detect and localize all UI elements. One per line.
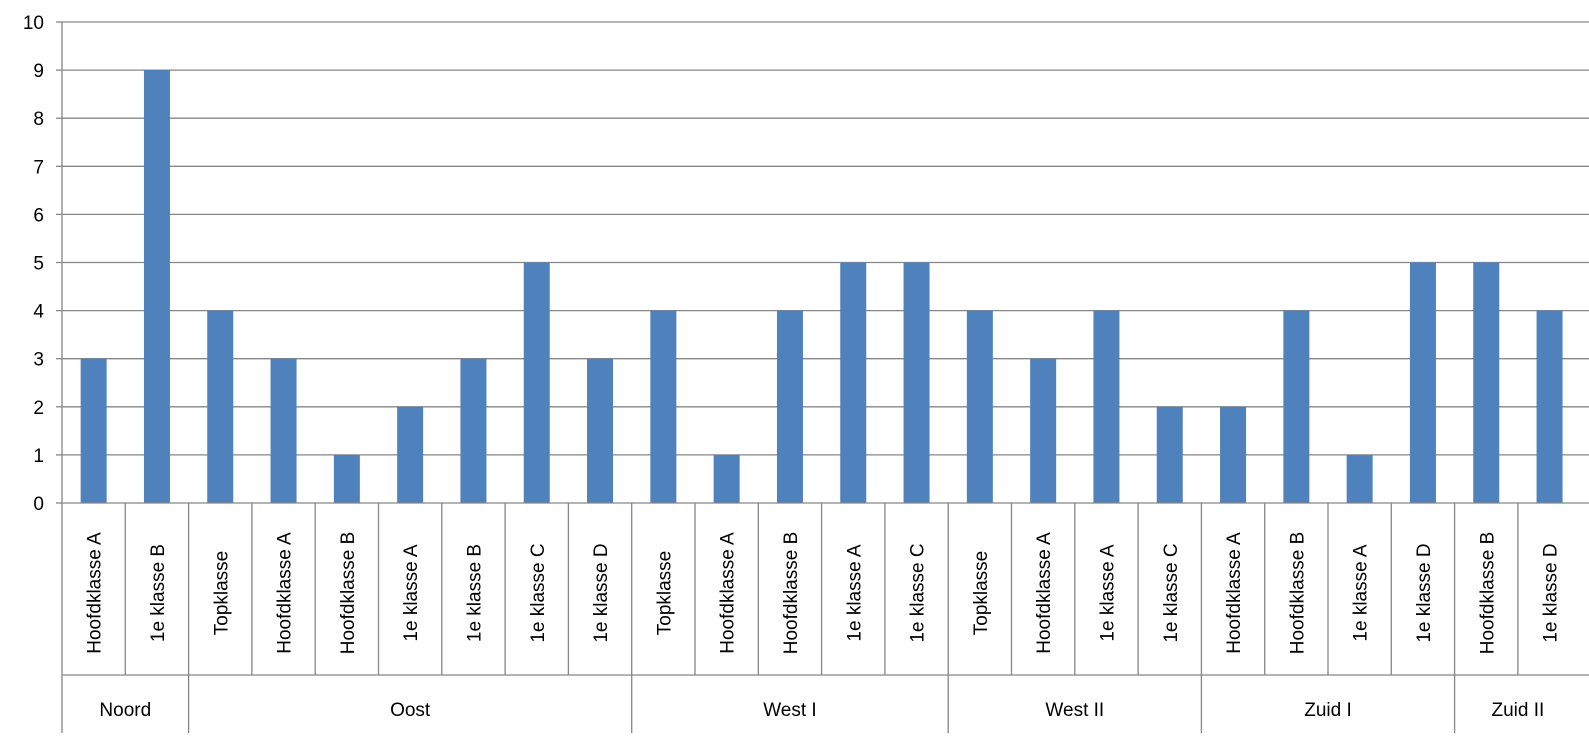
category-label: 1e klasse D (1414, 543, 1435, 642)
category-label: 1e klasse C (908, 543, 929, 642)
group-label: Noord (99, 700, 151, 721)
group-label: Zuid II (1491, 700, 1544, 721)
category-label: 1e klasse D (591, 543, 612, 642)
category-label: 1e klasse C (528, 543, 549, 642)
bar (840, 262, 867, 503)
labels: 0 1 2 3 4 5 6 7 8 9 10 Hoofdklasse A 1e klasse B Noor… (23, 13, 1562, 721)
bar (143, 70, 170, 503)
y-tick-label: 9 (33, 61, 44, 82)
category-label: Hoofdklasse B (1477, 532, 1498, 655)
bar (397, 406, 424, 503)
bar (460, 358, 487, 503)
y-tick-label: 6 (33, 205, 44, 226)
category-label: 1e klasse A (401, 544, 422, 641)
bar (903, 262, 930, 503)
bar (523, 262, 550, 503)
category-label: 1e klasse A (844, 544, 865, 641)
y-tick-label: 3 (33, 350, 44, 371)
bar (1030, 358, 1057, 503)
category-label: Hoofdklasse A (275, 532, 296, 654)
bar (776, 310, 803, 503)
category-label: Topklasse (211, 551, 232, 636)
category-label: Hoofdklasse A (718, 532, 739, 654)
bar (1283, 310, 1310, 503)
y-tick-label: 0 (33, 494, 44, 515)
category-label: Hoofdklasse A (1224, 532, 1245, 654)
y-tick-label: 8 (33, 109, 44, 130)
category-label: Topklasse (971, 551, 992, 636)
group-label: West I (763, 700, 817, 721)
y-tick-label: 2 (33, 398, 44, 419)
category-label: 1e klasse A (1097, 544, 1118, 641)
y-tick-label: 5 (33, 254, 44, 275)
bars (80, 70, 1563, 503)
bar (587, 358, 614, 503)
bar (1473, 262, 1500, 503)
bar (650, 310, 677, 503)
category-label: 1e klasse B (148, 544, 169, 642)
bar (80, 358, 107, 503)
bar (966, 310, 993, 503)
category-label: 1e klasse B (464, 544, 485, 642)
y-tick-label: 4 (33, 302, 44, 323)
axes (56, 21, 1589, 733)
bar (1156, 406, 1183, 503)
category-label: Hoofdklasse B (1287, 532, 1308, 655)
category-label: Hoofdklasse B (781, 532, 802, 655)
category-label: 1e klasse A (1351, 544, 1372, 641)
bar (1093, 310, 1120, 503)
gridlines (62, 21, 1589, 456)
bar (1220, 406, 1247, 503)
bar (207, 310, 234, 503)
bar (1346, 454, 1373, 503)
bar (713, 454, 740, 503)
category-label: Hoofdklasse A (85, 532, 106, 654)
bar (270, 358, 297, 503)
y-tick-label: 10 (23, 13, 44, 34)
group-label: Zuid I (1304, 700, 1352, 721)
category-label: Topklasse (654, 551, 675, 636)
y-tick-label: 7 (33, 157, 44, 178)
bar (1409, 262, 1436, 503)
category-label: Hoofdklasse A (1034, 532, 1055, 654)
bar (1536, 310, 1563, 503)
category-label: 1e klasse C (1161, 543, 1182, 642)
category-label: 1e klasse D (1541, 543, 1562, 642)
group-label: West II (1045, 700, 1104, 721)
group-label: Oost (390, 700, 431, 721)
category-label: Hoofdklasse B (338, 532, 359, 655)
y-tick-label: 1 (33, 446, 44, 467)
bar (333, 454, 360, 503)
